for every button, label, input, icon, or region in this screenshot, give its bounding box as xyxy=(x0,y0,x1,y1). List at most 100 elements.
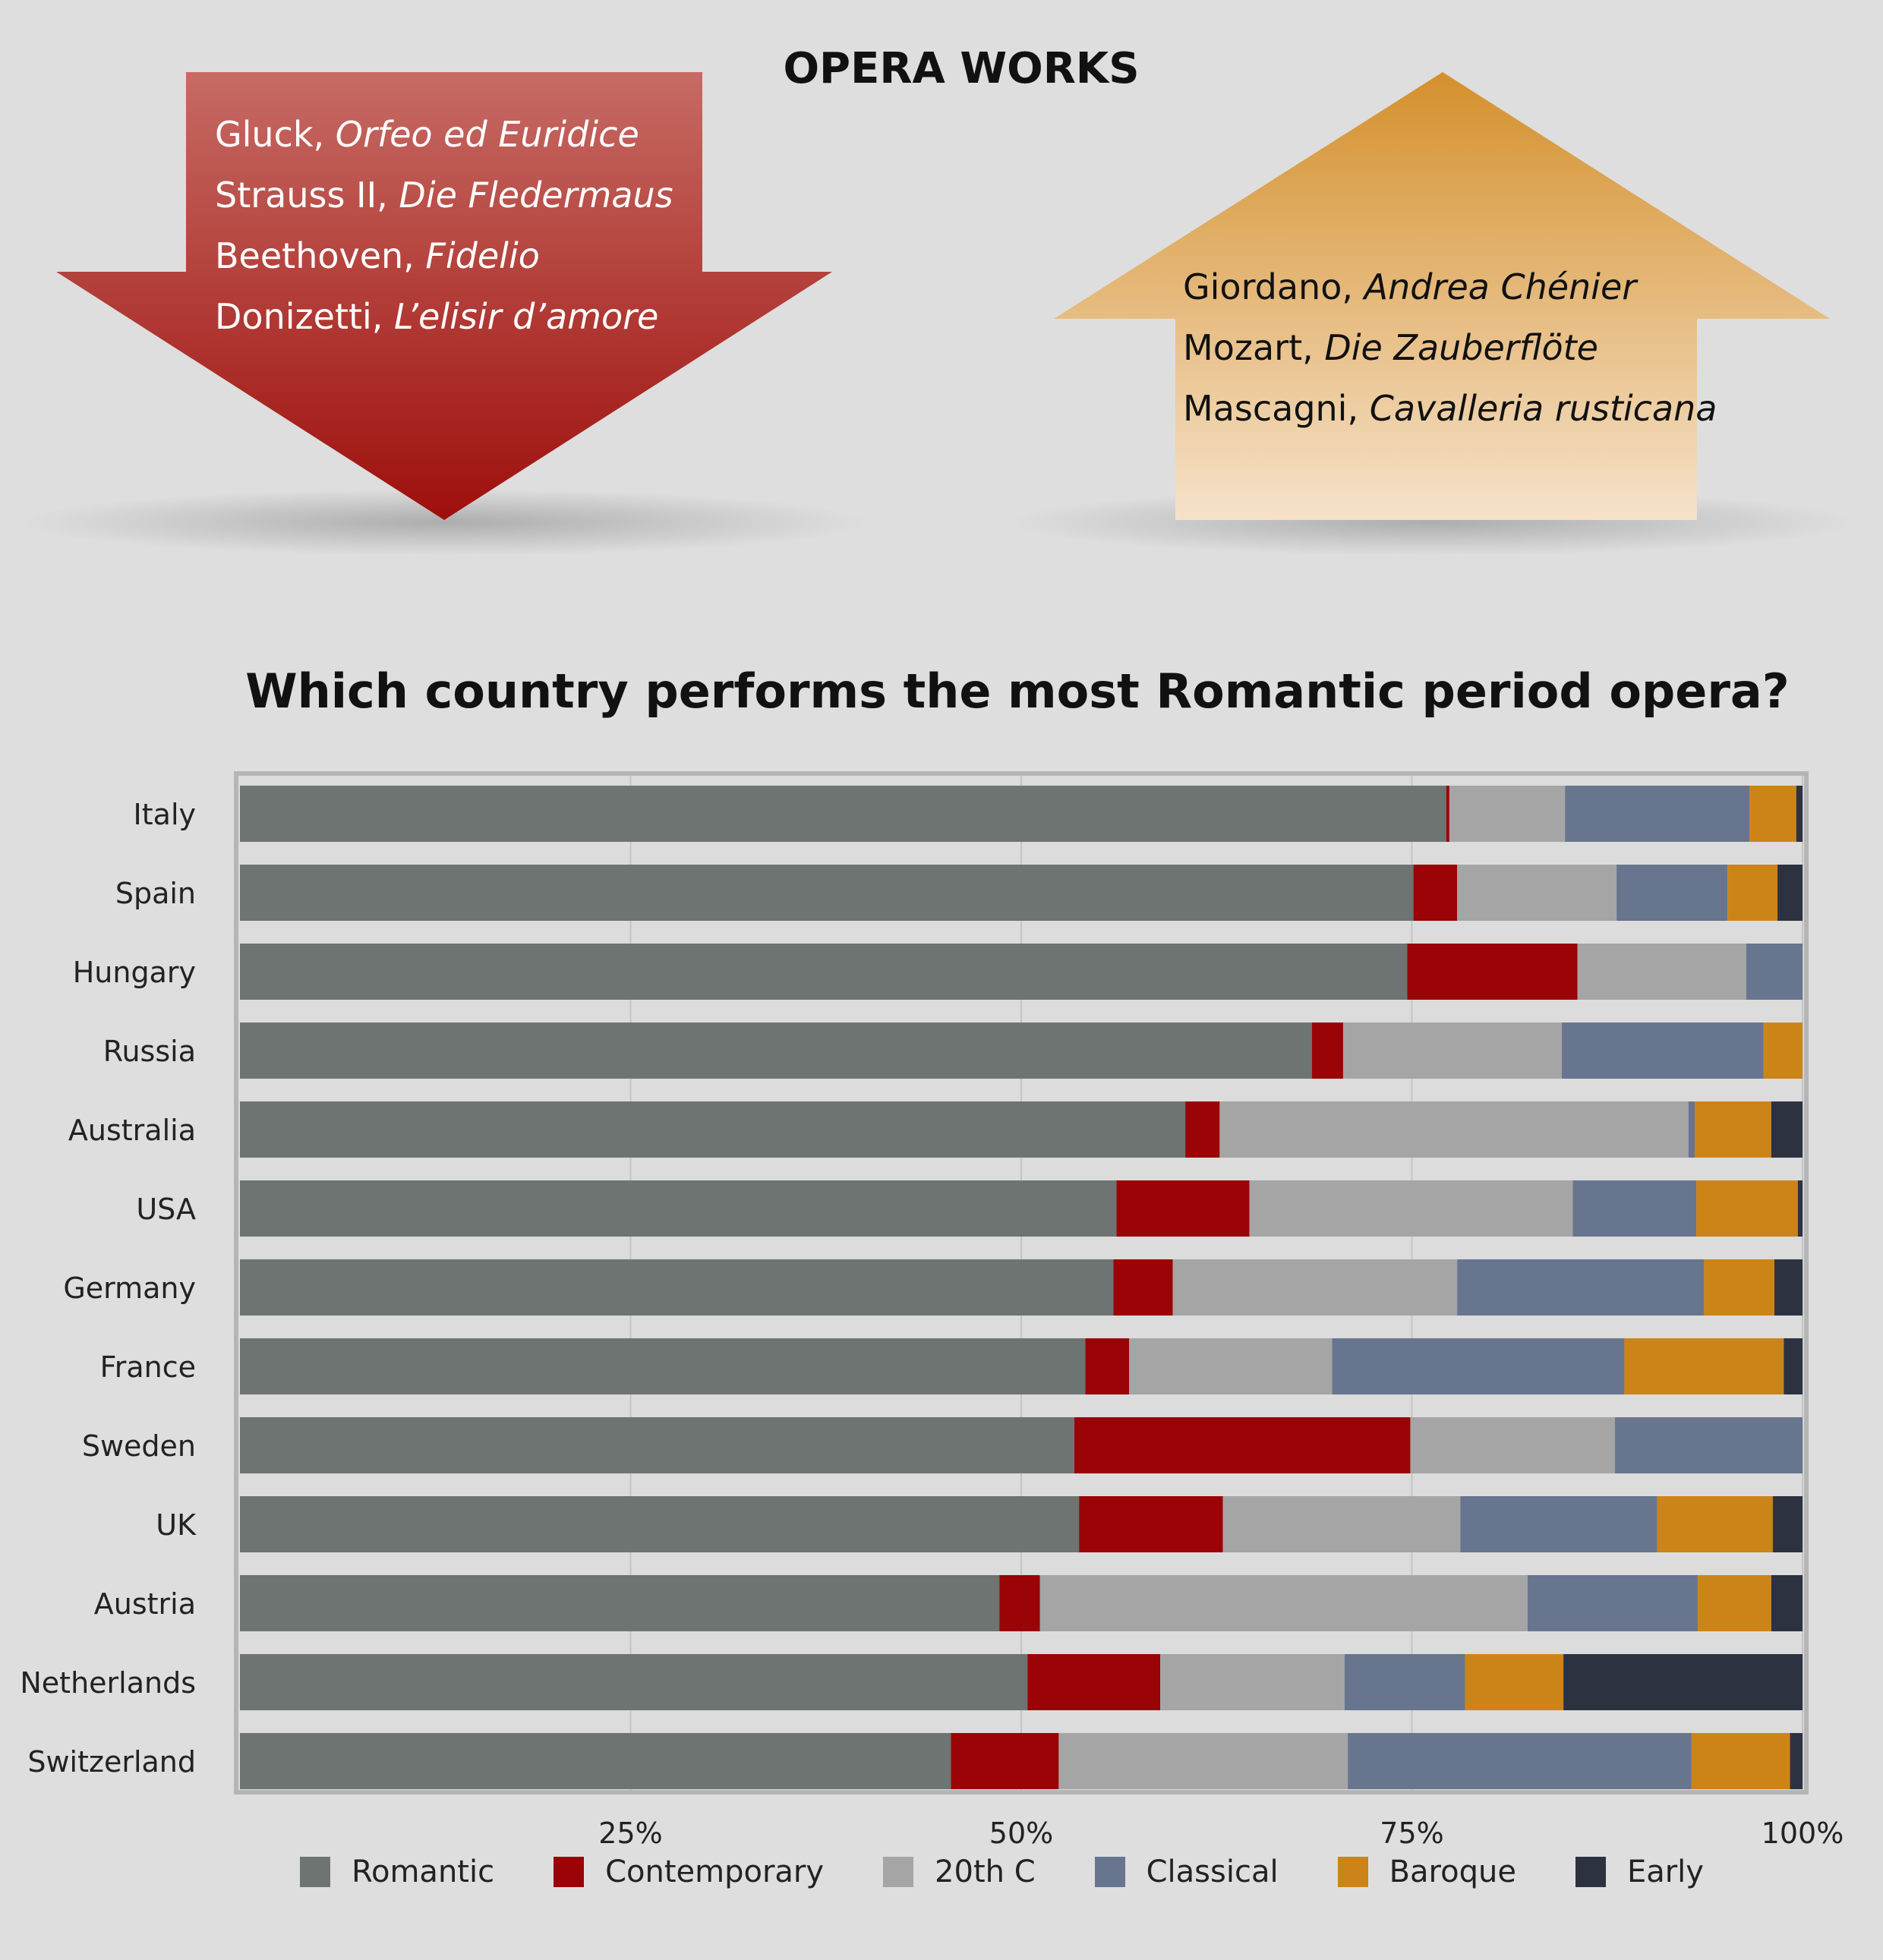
bar-segment-classical xyxy=(1345,1654,1465,1710)
category-label: UK xyxy=(156,1508,197,1542)
bar-segment-early xyxy=(1774,1259,1803,1316)
bar-segment-contemporary xyxy=(999,1575,1040,1631)
bar-segment-romantic xyxy=(240,786,1446,842)
bar-segment-early xyxy=(1797,1180,1803,1237)
bar-segment-early xyxy=(1796,786,1803,842)
bar-segment-contemporary xyxy=(1407,944,1578,1000)
down-works-list: Gluck, Orfeo ed Euridice Strauss II, Die… xyxy=(215,104,673,347)
category-label: Netherlands xyxy=(20,1666,196,1700)
x-tick-label: 50% xyxy=(989,1817,1053,1850)
bar-segment-romantic xyxy=(240,1654,1028,1710)
bar-segment-early xyxy=(1771,1101,1803,1158)
bar-segment-contemporary xyxy=(1413,865,1458,921)
bar-segment-20th-c xyxy=(1249,1180,1573,1237)
x-tick-label: 75% xyxy=(1380,1817,1443,1850)
down-work-line: Beethoven, Fidelio xyxy=(215,225,673,286)
bar-segment-20th-c xyxy=(1172,1259,1458,1316)
bar-segment-baroque xyxy=(1696,1180,1798,1237)
legend-swatch xyxy=(883,1857,914,1887)
category-label: Italy xyxy=(134,798,196,831)
bar-segment-baroque xyxy=(1749,786,1796,842)
bar-segment-baroque xyxy=(1763,1023,1803,1079)
work-title: Fidelio xyxy=(425,235,540,276)
bar-segment-baroque xyxy=(1727,865,1778,921)
bar-segment-classical xyxy=(1460,1496,1657,1552)
bar-segment-classical xyxy=(1565,786,1750,842)
category-label: Hungary xyxy=(73,956,196,989)
down-work-line: Donizetti, L’elisir d’amore xyxy=(215,286,673,347)
bar-segment-classical xyxy=(1527,1575,1698,1631)
bar-segment-romantic xyxy=(240,1101,1186,1158)
x-tick-label: 100% xyxy=(1762,1817,1844,1850)
bar-segment-contemporary xyxy=(1116,1180,1250,1237)
composer-name: Beethoven, xyxy=(215,235,426,276)
legend-label: Romantic xyxy=(352,1854,495,1889)
bar-segment-early xyxy=(1790,1733,1803,1789)
category-label: Switzerland xyxy=(27,1745,196,1779)
bar-segment-romantic xyxy=(240,1259,1114,1316)
composer-name: Gluck, xyxy=(215,114,336,155)
bar-segment-contemporary xyxy=(1311,1023,1343,1079)
x-tick-label: 25% xyxy=(598,1817,662,1850)
up-work-line: Mozart, Die Zauberflöte xyxy=(1183,317,1717,378)
bar-segment-classical xyxy=(1746,944,1803,1000)
legend-item: Romantic xyxy=(300,1854,494,1889)
bar-segment-baroque xyxy=(1465,1654,1564,1710)
legend-swatch xyxy=(1094,1857,1125,1887)
bar-segment-baroque xyxy=(1624,1338,1784,1394)
bar-segment-classical xyxy=(1332,1338,1625,1394)
bar-segment-romantic xyxy=(240,944,1408,1000)
legend-item: Classical xyxy=(1094,1854,1279,1889)
bar-segment-classical xyxy=(1688,1101,1695,1158)
bar-segment-romantic xyxy=(240,1338,1086,1394)
bar-segment-romantic xyxy=(240,1496,1080,1552)
composer-name: Donizetti, xyxy=(215,296,395,337)
page-title: OPERA WORKS xyxy=(783,44,1140,93)
bar-segment-20th-c xyxy=(1219,1101,1689,1158)
bar-segment-early xyxy=(1777,865,1803,921)
legend-swatch xyxy=(300,1857,330,1887)
bar-segment-romantic xyxy=(240,1575,1000,1631)
down-arrow-body xyxy=(56,72,832,520)
bar-segment-contemporary xyxy=(1185,1101,1220,1158)
bar-segment-20th-c xyxy=(1160,1654,1345,1710)
legend-label: Contemporary xyxy=(605,1854,825,1889)
bar-segment-baroque xyxy=(1694,1101,1771,1158)
legend-label: Baroque xyxy=(1389,1854,1516,1889)
up-work-line: Mascagni, Cavalleria rusticana xyxy=(1183,378,1717,439)
up-works-list: Giordano, Andrea Chénier Mozart, Die Zau… xyxy=(1183,257,1717,439)
legend-label: 20th C xyxy=(935,1854,1036,1889)
category-label: USA xyxy=(136,1193,196,1226)
work-title: Die Fledermaus xyxy=(399,175,673,216)
bar-segment-baroque xyxy=(1704,1259,1774,1316)
bar-segment-contemporary xyxy=(1079,1496,1223,1552)
composer-name: Strauss II, xyxy=(215,175,399,216)
chart-title: Which country performs the most Romantic… xyxy=(245,663,1790,719)
bar-segment-20th-c xyxy=(1222,1496,1461,1552)
legend-item: Early xyxy=(1575,1854,1704,1889)
legend-label: Early xyxy=(1626,1854,1704,1889)
bar-segment-20th-c xyxy=(1410,1417,1616,1473)
bar-segment-classical xyxy=(1616,865,1728,921)
bar-segment-contemporary xyxy=(1074,1417,1411,1473)
bar-segment-20th-c xyxy=(1058,1733,1348,1789)
down-work-line: Gluck, Orfeo ed Euridice xyxy=(215,104,673,165)
bar-segment-classical xyxy=(1562,1023,1764,1079)
bar-segment-baroque xyxy=(1698,1575,1771,1631)
composer-name: Mozart, xyxy=(1183,327,1325,368)
legend-label: Classical xyxy=(1146,1854,1279,1889)
bar-segment-classical xyxy=(1457,1259,1705,1316)
down-arrow-shadow xyxy=(19,489,866,556)
work-title: Andrea Chénier xyxy=(1364,266,1637,307)
bar-segment-contemporary xyxy=(1113,1259,1173,1316)
work-title: Cavalleria rusticana xyxy=(1369,388,1717,429)
bar-segment-classical xyxy=(1348,1733,1692,1789)
bar-segment-contemporary xyxy=(1446,786,1449,842)
bar-segment-romantic xyxy=(240,1023,1312,1079)
category-label: Austria xyxy=(94,1587,196,1621)
bar-segment-20th-c xyxy=(1577,944,1746,1000)
bar-segment-early xyxy=(1563,1654,1803,1710)
category-label: Spain xyxy=(115,877,196,910)
bar-segment-romantic xyxy=(240,1733,951,1789)
